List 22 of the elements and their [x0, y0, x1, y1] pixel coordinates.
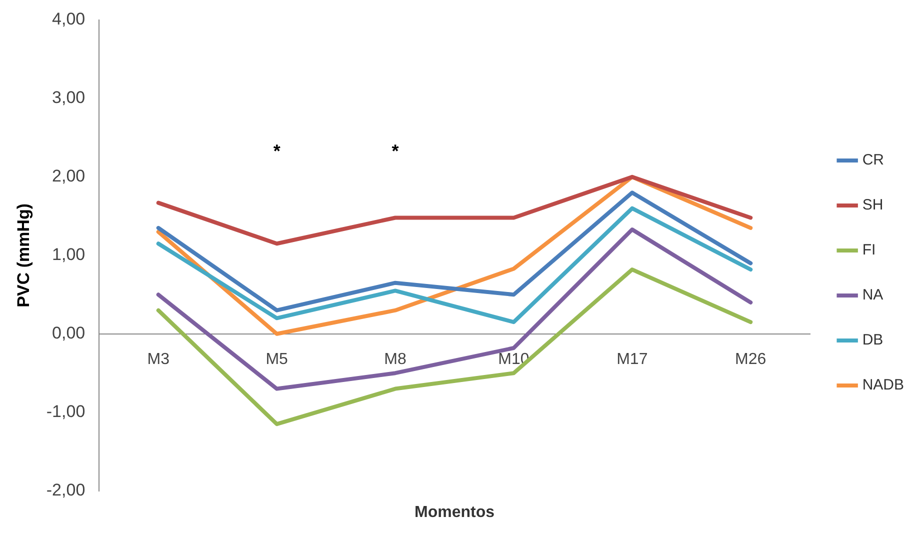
x-tick-label: M3: [147, 350, 170, 368]
x-tick-label: M8: [384, 350, 406, 368]
annotation: *: [392, 140, 399, 161]
y-tick-label: 0,00: [52, 324, 86, 343]
legend-label: FI: [862, 242, 876, 259]
legend-label: NADB: [862, 376, 904, 394]
y-tick-label: 2,00: [52, 166, 86, 186]
y-tick-label: -1,00: [46, 402, 86, 422]
x-tick-label: M5: [266, 350, 288, 368]
y-tick-label: 4,00: [52, 10, 86, 29]
legend-label: CR: [862, 152, 884, 169]
y-tick-label: 3,00: [52, 88, 86, 108]
legend-label: NA: [862, 286, 884, 304]
legend-label: SH: [862, 196, 884, 214]
annotation: *: [273, 140, 280, 161]
y-axis-title: PVC (mmHg): [14, 203, 33, 308]
x-axis-title: Momentos: [414, 504, 495, 521]
x-tick-label: M26: [735, 350, 766, 368]
y-tick-label: -2,00: [46, 480, 86, 500]
x-tick-label: M17: [616, 350, 648, 368]
y-tick-label: 1,00: [52, 245, 86, 264]
legend-label: DB: [862, 332, 884, 349]
